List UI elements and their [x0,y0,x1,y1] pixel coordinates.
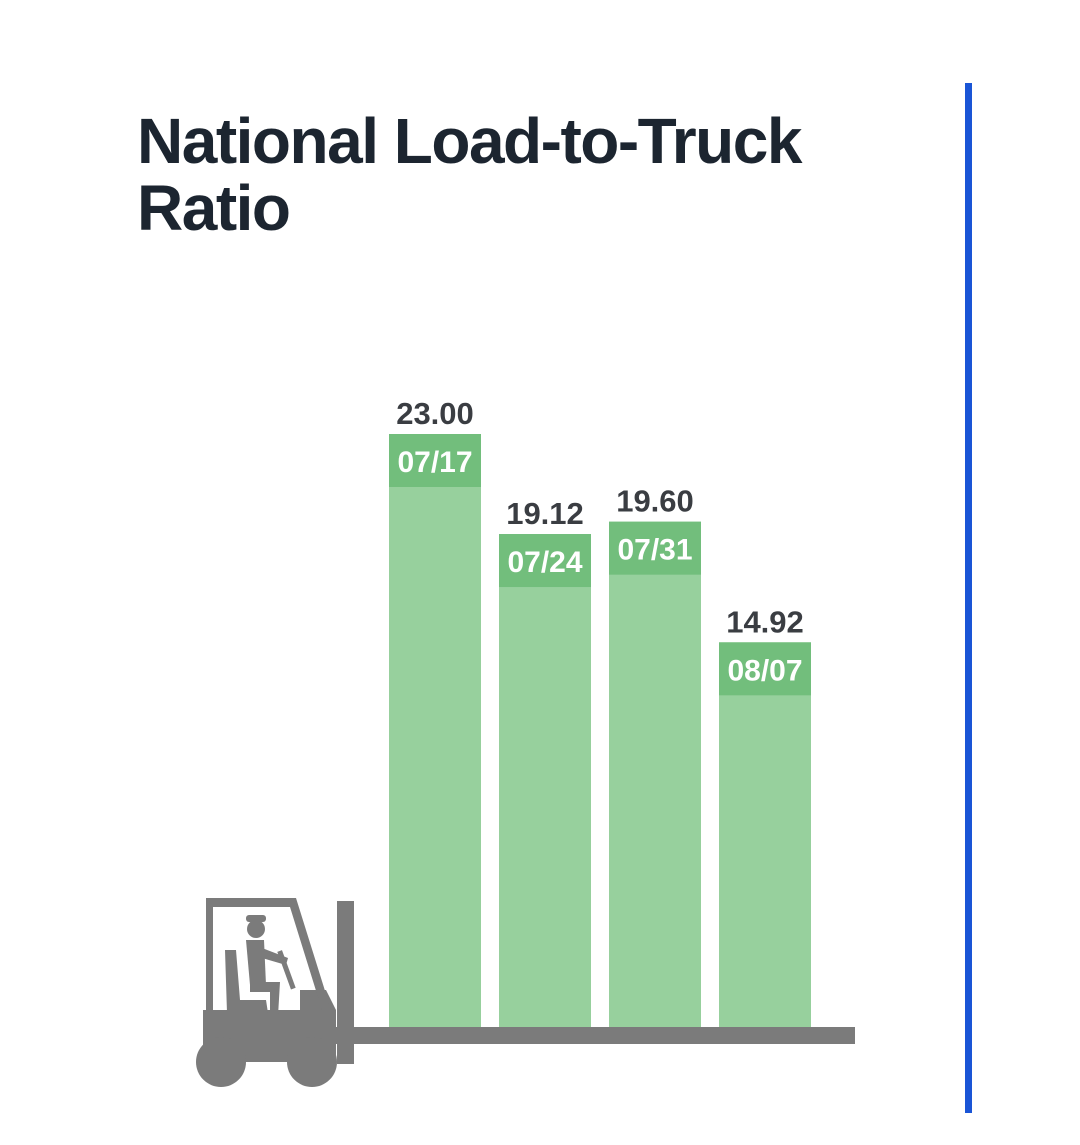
driver-cap [246,915,266,922]
driver-leg [250,982,280,1016]
bar-07-31 [609,521,701,1027]
bar-label-band [719,642,811,696]
value-label: 19.12 [506,496,584,531]
forklift-seat [225,950,268,1013]
forklift-rear-wheel [196,1037,246,1087]
category-label: 07/17 [397,446,472,479]
value-label: 19.60 [616,484,694,519]
bar-07-17 [389,434,481,1027]
chart-title-line-1: National Load-to-Truck [137,105,802,177]
bar-08-07 [719,642,811,1027]
driver-head [247,920,265,938]
bar-07-24 [499,534,591,1027]
bars-group: 07/17 23.00 07/24 19.12 07/31 19.60 08/07 14.92 [389,396,811,1027]
bar-label-band [609,521,701,575]
category-label: 07/31 [617,534,692,567]
category-label: 07/24 [507,546,582,579]
forklift-mast [337,901,354,1064]
chart-title-line-2: Ratio [137,172,291,244]
driver-torso [246,940,266,985]
accent-bar [965,83,972,1113]
category-label: 08/07 [727,654,802,687]
chart-title: National Load-to-Truck Ratio [137,108,937,242]
forklift-forks [330,1027,855,1044]
value-label: 14.92 [726,604,804,639]
steering-column [277,950,296,990]
forklift-icon [196,898,855,1087]
forklift-cab [206,898,331,1012]
bar-label-band [499,534,591,588]
forklift-front-wheel [287,1037,337,1087]
value-label: 23.00 [396,396,474,431]
bar-label-band [389,434,481,487]
